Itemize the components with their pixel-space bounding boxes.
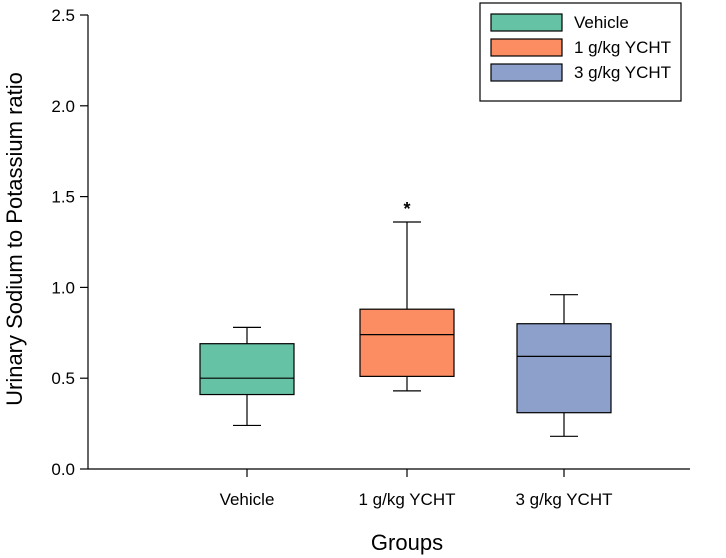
iqr-box xyxy=(199,343,295,396)
y-tick-label: 0.0 xyxy=(51,460,75,479)
y-tick-label: 2.5 xyxy=(51,6,75,25)
legend: Vehicle 1 g/kg YCHT 3 g/kg YCHT xyxy=(479,2,682,102)
iqr-box xyxy=(359,308,455,377)
box-group: * xyxy=(359,199,455,392)
y-tick-label: 2.0 xyxy=(51,97,75,116)
legend-label: 3 g/kg YCHT xyxy=(574,63,671,82)
y-tick-label: 1.0 xyxy=(51,278,75,297)
significance-asterisk: * xyxy=(403,199,410,219)
legend-swatch xyxy=(490,63,563,82)
axes-layer: 0.0 0.5 1.0 1.5 2.0 2.5 Vehicle 1 g/kg YCHT 3 g/… xyxy=(51,6,690,509)
x-tick-label: 1 g/kg YCHT xyxy=(358,490,455,509)
legend-swatch xyxy=(490,13,563,32)
legend-label: 1 g/kg YCHT xyxy=(574,38,671,57)
boxes-layer: * xyxy=(199,199,612,437)
iqr-box xyxy=(516,323,612,414)
x-tick-label: Vehicle xyxy=(220,490,275,509)
y-tick-label: 0.5 xyxy=(51,369,75,388)
y-tick-label: 1.5 xyxy=(51,188,75,207)
box-group xyxy=(516,294,612,437)
box-group xyxy=(199,326,295,427)
x-tick-label: 3 g/kg YCHT xyxy=(515,490,612,509)
y-axis-title: Urinary Sodium to Potassium ratio xyxy=(2,72,27,406)
x-axis-title: Groups xyxy=(371,530,443,555)
legend-swatch xyxy=(490,38,563,57)
legend-label: Vehicle xyxy=(574,13,629,32)
